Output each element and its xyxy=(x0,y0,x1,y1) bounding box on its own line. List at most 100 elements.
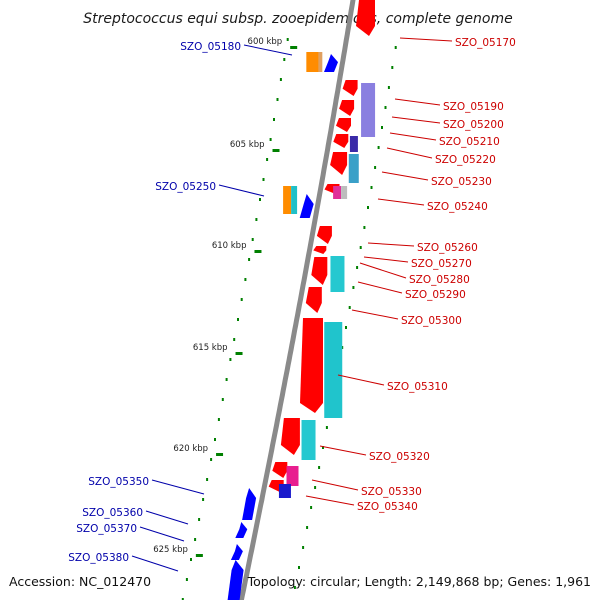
reverse-gene-label[interactable]: SZO_05370 xyxy=(76,523,137,535)
forward-label-leader xyxy=(311,479,359,491)
kbp-tick-label: 625 kbp xyxy=(153,545,188,555)
guide-dot xyxy=(356,266,359,269)
reverse-label-leader xyxy=(131,555,179,572)
forward-gene-label[interactable]: SZO_05310 xyxy=(387,381,448,393)
forward-label-leader xyxy=(351,309,399,320)
forward-label-leader xyxy=(389,132,437,141)
domain-block xyxy=(349,136,358,152)
forward-gene-label[interactable]: SZO_05320 xyxy=(369,451,430,463)
guide-dot xyxy=(259,198,261,201)
forward-gene-label[interactable]: SZO_05170 xyxy=(455,37,516,49)
forward-gene-label[interactable]: SZO_05300 xyxy=(401,315,462,327)
forward-gene-label[interactable]: SZO_05280 xyxy=(409,274,470,286)
forward-gene-arrow xyxy=(316,226,332,244)
guide-dot xyxy=(367,206,369,209)
domain-block xyxy=(330,256,345,292)
guide-dot xyxy=(198,518,201,521)
reverse-gene-labels: SZO_05180 SZO_05250 SZO_05350 SZO_05360 SZO_… xyxy=(68,41,293,572)
reverse-label-leader xyxy=(139,526,185,542)
guide-dot xyxy=(377,146,380,149)
reverse-gene-arrow xyxy=(324,54,338,72)
guide-dot xyxy=(279,78,282,81)
reverse-label-leader xyxy=(145,510,189,525)
kbp-tick-label: 610 kbp xyxy=(212,241,247,251)
guide-dot xyxy=(381,126,383,129)
forward-label-leader xyxy=(367,242,415,247)
guide-dot xyxy=(310,506,313,509)
forward-gene-arrow xyxy=(313,246,327,254)
reverse-label-leader xyxy=(151,479,205,495)
forward-gene-label[interactable]: SZO_05260 xyxy=(417,242,478,254)
guide-dot xyxy=(269,138,272,141)
forward-label-leader xyxy=(391,116,441,124)
forward-gene-label[interactable]: SZO_05230 xyxy=(431,176,492,188)
forward-label-leader xyxy=(386,147,433,159)
guide-dot xyxy=(185,578,188,581)
guide-dot xyxy=(345,326,347,329)
guide-dot xyxy=(210,458,213,461)
guide-dot xyxy=(352,286,355,289)
reverse-gene-label[interactable]: SZO_05350 xyxy=(88,476,149,488)
guide-dot xyxy=(363,226,366,229)
kbp-tick-label: 600 kbp xyxy=(248,37,283,47)
forward-gene-label[interactable]: SZO_05210 xyxy=(439,136,500,148)
domain-block xyxy=(324,322,343,418)
forward-gene-arrow xyxy=(336,118,351,132)
guide-dot xyxy=(229,358,232,361)
forward-gene-arrow xyxy=(305,287,322,313)
forward-gene-label[interactable]: SZO_05330 xyxy=(361,486,422,498)
genome-backbone xyxy=(238,0,356,600)
forward-gene-arrow xyxy=(356,0,375,36)
guide-dot xyxy=(194,538,197,541)
guide-dot xyxy=(225,378,228,381)
reverse-domain-block xyxy=(318,52,323,72)
domain-block xyxy=(278,484,291,498)
guide-dot xyxy=(262,178,265,181)
forward-gene-arrow xyxy=(280,418,300,455)
reverse-gene-arrow xyxy=(235,522,248,538)
guide-dot xyxy=(302,546,305,549)
guide-dot xyxy=(202,498,205,501)
forward-label-leader xyxy=(305,495,355,506)
forward-label-leader xyxy=(394,98,441,106)
forward-gene-label[interactable]: SZO_05200 xyxy=(443,119,504,131)
guide-dot xyxy=(240,298,243,301)
kbp-tick-label: 620 kbp xyxy=(173,444,208,454)
forward-gene-arrow xyxy=(272,462,288,478)
reverse-gene-arrow xyxy=(242,488,257,520)
guide-dot xyxy=(273,118,275,121)
kbp-ticks: 600 kbp 605 kbp 610 kbp 615 kbp 620 kbp 625 k… xyxy=(153,37,298,557)
guide-dot xyxy=(251,238,254,241)
guide-dot xyxy=(181,598,184,600)
guide-dot xyxy=(387,86,390,89)
reverse-gene-label[interactable]: SZO_05380 xyxy=(68,552,129,564)
guide-dot xyxy=(384,106,387,109)
reverse-gene-label[interactable]: SZO_05360 xyxy=(82,507,143,519)
guide-dot xyxy=(325,426,328,429)
forward-gene-label[interactable]: SZO_05340 xyxy=(357,501,418,513)
forward-gene-label[interactable]: SZO_05220 xyxy=(435,154,496,166)
guide-dot xyxy=(255,218,258,221)
guide-dot xyxy=(286,38,289,41)
forward-label-leader xyxy=(399,37,453,42)
kbp-tick-mark xyxy=(254,250,262,253)
kbp-tick-mark xyxy=(272,149,280,152)
guide-dot xyxy=(283,58,286,61)
forward-gene-label[interactable]: SZO_05240 xyxy=(427,201,488,213)
reverse-gene-label[interactable]: SZO_05250 xyxy=(155,181,216,193)
forward-gene-arrow xyxy=(333,134,349,148)
guide-dot xyxy=(293,586,296,589)
forward-gene-label[interactable]: SZO_05190 xyxy=(443,101,504,113)
accession-text: Accession: NC_012470 xyxy=(9,574,151,589)
guide-dot xyxy=(322,446,324,449)
forward-gene-label[interactable]: SZO_05270 xyxy=(411,258,472,270)
forward-gene-label[interactable]: SZO_05290 xyxy=(405,289,466,301)
forward-label-leader xyxy=(319,445,367,456)
reverse-gene-label[interactable]: SZO_05180 xyxy=(180,41,241,53)
guide-dot xyxy=(190,558,192,561)
reverse-gene-arrow xyxy=(299,194,314,218)
forward-label-leader xyxy=(357,281,403,294)
domain-block xyxy=(286,466,299,486)
guide-dot xyxy=(359,246,362,249)
